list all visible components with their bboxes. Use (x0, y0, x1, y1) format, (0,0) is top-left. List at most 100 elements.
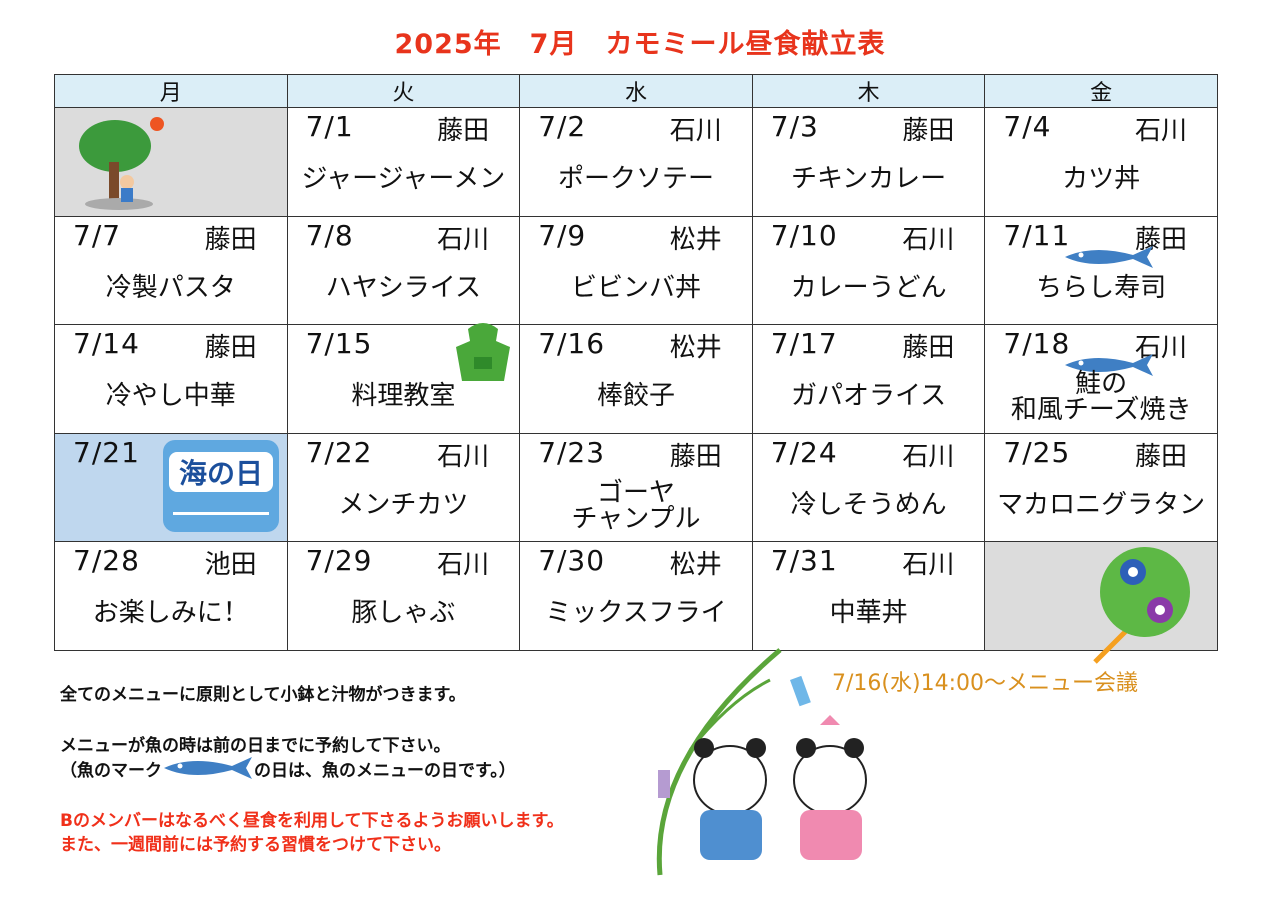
day-menu: ハヤシライス (325, 272, 481, 303)
day-staff: 藤田 (1134, 441, 1187, 472)
note-side-dishes: 全てのメニューに原則として小鉢と汁物がつきます。 (60, 685, 466, 705)
note-fish-mark: （魚のマーク の日は、魚のメニューの日です。） (60, 755, 516, 781)
day-cell: 7/23 藤田 ゴーヤ チャンプル (519, 432, 753, 542)
day-menu: 中華丼 (829, 598, 908, 628)
weekday-header: 水 (519, 74, 753, 108)
week-row: 7/7 藤田 冷製パスタ 7/8 石川 ハヤシライス 7/9 松井 ビビンバ丼 7/10 石川 カレー… (54, 215, 1218, 325)
day-staff: 石川 (902, 441, 955, 472)
day-staff: 石川 (437, 441, 490, 472)
day-menu: 冷しそうめん (790, 489, 947, 520)
day-cell: 7/8 石川ハヤシライス (286, 215, 521, 325)
week-row: 7/21 海の日 7/22 石川 メンチカツ 7/23 藤田 ゴーヤ チャンプル 7/24 石川冷… (54, 432, 1218, 542)
week-row: 7/1 藤田 ジャージャーメン 7/2 石川 ポークソテー 7/3 藤田 チキンカレー 7/4 石川… (54, 107, 1218, 217)
day-menu: お楽しみに！ (92, 598, 249, 628)
day-cell: 7/7 藤田冷製パスタ (54, 215, 288, 325)
weekday-header: 月 (54, 74, 288, 108)
day-menu: ポークソテー (557, 164, 714, 194)
day-date: 7/30 (538, 544, 606, 577)
title-year: 2025年 (394, 29, 502, 60)
meeting-notice: 7/16(水)14:00～メニュー会議 (832, 671, 1138, 696)
day-staff: 松井 (669, 224, 722, 255)
day-menu: 豚しゃぶ (351, 598, 456, 628)
day-date: 7/18 (1003, 327, 1071, 360)
page-title: 2025年 7月 カモミール昼食献立表 (0, 22, 1280, 61)
day-cell: 7/15 料理教室 (286, 323, 521, 434)
day-cell: 7/25 藤田マカロニグラタン (984, 432, 1218, 542)
day-date: 7/22 (305, 435, 373, 469)
note-fish-mark-suffix: の日は、魚のメニューの日です。） (254, 760, 516, 781)
day-date: 7/2 (538, 110, 587, 143)
day-cell: 7/24 石川冷しそうめん (751, 432, 986, 542)
note-request: Bのメンバーはなるべく昼食を利用して下さるようお願いします。 (60, 811, 564, 831)
day-date: 7/14 (73, 327, 140, 360)
day-menu: カレーうどん (790, 272, 947, 303)
umi-no-hi-badge: 海の日 (163, 439, 279, 532)
weekday-header: 火 (286, 74, 521, 108)
day-cell: 7/22 石川 メンチカツ (286, 432, 521, 542)
day-staff: 石川 (669, 116, 722, 146)
day-staff: 松井 (669, 550, 722, 580)
day-menu: ビビンバ丼 (570, 272, 701, 303)
day-staff: 藤田 (204, 224, 257, 255)
day-date: 7/29 (305, 544, 373, 577)
day-staff: 藤田 (902, 116, 955, 146)
day-staff: 石川 (902, 550, 955, 580)
day-menu: ちらし寿司 (1036, 272, 1167, 303)
fish-icon (164, 757, 252, 779)
day-staff: 藤田 (902, 333, 955, 363)
day-staff: 石川 (437, 224, 490, 255)
day-date: 7/17 (770, 327, 838, 360)
day-menu: カツ丼 (1062, 164, 1141, 194)
day-staff: 石川 (1134, 116, 1187, 146)
note-fish-reservation: メニューが魚の時は前の日までに予約して下さい。 (60, 736, 451, 756)
title-name: カモミール昼食献立表 (605, 29, 886, 60)
day-staff: 石川 (902, 224, 955, 255)
day-date: 7/9 (538, 218, 587, 252)
week-row: 7/28 池田 お楽しみに！ 7/29 石川豚しゃぶ 7/30 松井ミックスフライ 7/31 石… (54, 541, 1218, 664)
day-menu: マカロニグラタン (997, 489, 1206, 520)
day-date: 7/15 (305, 327, 373, 360)
week-row: 7/14 藤田 冷やし中華 7/15 料理教室 7/16 松井 棒餃子 7/17 藤田 ガパオライス… (54, 323, 1218, 434)
day-date: 7/1 (305, 110, 354, 143)
day-cell: 7/2 石川ポークソテー (519, 107, 753, 217)
day-staff: 石川 (1134, 333, 1187, 363)
day-cell: 7/31 石川中華丼 (751, 541, 986, 651)
day-cell: 7/30 松井ミックスフライ (519, 541, 753, 651)
day-staff: 石川 (437, 550, 490, 580)
day-cell: 7/16 松井 棒餃子 (519, 324, 753, 434)
day-date: 7/21 (73, 435, 140, 469)
day-cell: 7/18 石川 鮭の 和風チーズ焼き (984, 324, 1218, 434)
day-menu: ガパオライス (790, 381, 947, 411)
day-menu: ゴーヤ チャンプル (571, 477, 701, 534)
weekday-header: 木 (751, 74, 986, 108)
day-cell: 7/1 藤田 ジャージャーメン (286, 107, 521, 217)
day-date: 7/7 (73, 218, 122, 252)
day-cell: 7/29 石川豚しゃぶ (286, 541, 521, 651)
weekday-header: 金 (984, 74, 1218, 108)
day-staff: 藤田 (1134, 224, 1187, 255)
apron-icon (455, 323, 510, 381)
day-cell: 7/4 石川 カツ丼 (984, 107, 1218, 217)
day-date: 7/31 (770, 544, 838, 577)
tree-summer-icon (79, 117, 164, 210)
day-date: 7/3 (770, 110, 819, 143)
day-date: 7/25 (1003, 435, 1071, 469)
day-staff: 藤田 (669, 441, 722, 472)
day-date: 7/8 (305, 218, 354, 252)
day-cell: 7/21 海の日 (54, 432, 288, 542)
day-date: 7/28 (73, 544, 140, 577)
day-cell: 7/28 池田 お楽しみに！ (54, 541, 288, 651)
day-cell: 7/14 藤田 冷やし中華 (54, 324, 288, 434)
day-cell: 7/9 松井ビビンバ丼 (519, 215, 753, 325)
uchiwa-fan-icon (1093, 547, 1191, 664)
day-menu: 冷製パスタ (105, 272, 236, 303)
day-menu: 料理教室 (351, 381, 456, 411)
day-date: 7/24 (770, 435, 838, 469)
day-menu: 棒餃子 (596, 381, 675, 411)
note-reservation-habit: また、一週間前には予約する習慣をつけて下さい。 (60, 835, 451, 855)
day-staff: 藤田 (204, 333, 257, 363)
day-menu: ミックスフライ (545, 598, 727, 628)
day-cell: 7/17 藤田ガパオライス (751, 324, 986, 434)
empty-day-cell (984, 541, 1218, 664)
day-date: 7/11 (1003, 218, 1071, 252)
